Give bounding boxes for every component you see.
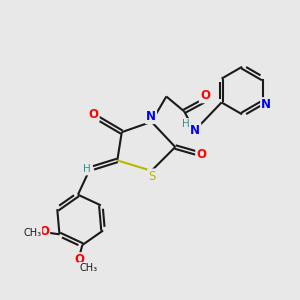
Text: CH₃: CH₃ (23, 228, 41, 238)
Text: O: O (74, 254, 84, 266)
Text: N: N (146, 110, 156, 123)
Text: S: S (148, 170, 156, 183)
Text: O: O (200, 89, 210, 102)
Text: H: H (83, 164, 91, 174)
Text: N: N (190, 124, 200, 136)
Text: N: N (261, 98, 271, 111)
Text: O: O (196, 148, 206, 161)
Text: CH₃: CH₃ (79, 263, 98, 273)
Text: O: O (39, 225, 49, 238)
Text: O: O (88, 108, 98, 121)
Text: H: H (182, 119, 190, 129)
